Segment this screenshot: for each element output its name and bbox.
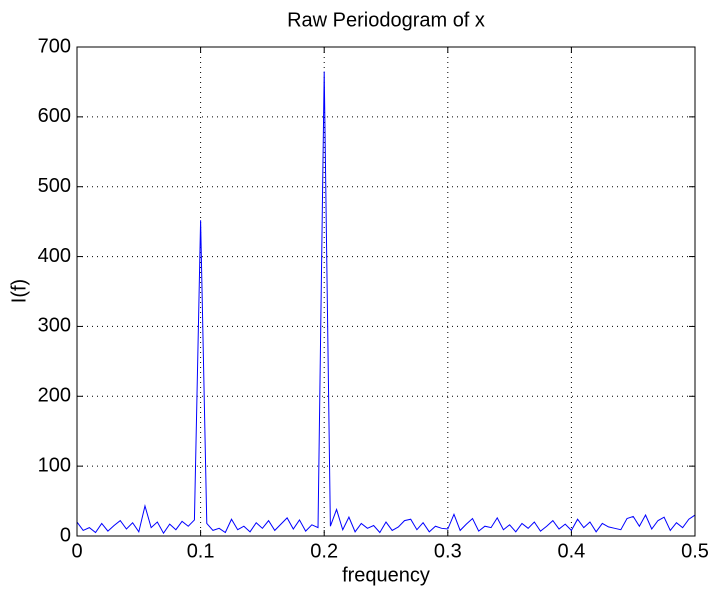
- y-tick-label: 500: [38, 175, 71, 197]
- y-axis-label: I(f): [8, 279, 30, 303]
- x-tick-label: 0.1: [187, 540, 215, 562]
- y-tick-label: 0: [60, 524, 71, 546]
- chart-title: Raw Periodogram of x: [287, 9, 485, 31]
- y-tick-label: 400: [38, 245, 71, 267]
- x-axis-label: frequency: [342, 564, 430, 586]
- y-tick-label: 300: [38, 315, 71, 337]
- plot-frame: [76, 46, 696, 537]
- y-tick-label: 200: [38, 385, 71, 407]
- x-tick-label: 0: [71, 540, 82, 562]
- y-tick-label: 100: [38, 454, 71, 476]
- y-tick-label: 700: [38, 35, 71, 57]
- line-series: [76, 71, 696, 535]
- x-tick-label: 0.3: [434, 540, 462, 562]
- x-tick-label: 0.5: [681, 540, 709, 562]
- y-tick-label: 600: [38, 105, 71, 127]
- x-tick-label: 0.4: [557, 540, 585, 562]
- x-tick-label: 0.2: [310, 540, 338, 562]
